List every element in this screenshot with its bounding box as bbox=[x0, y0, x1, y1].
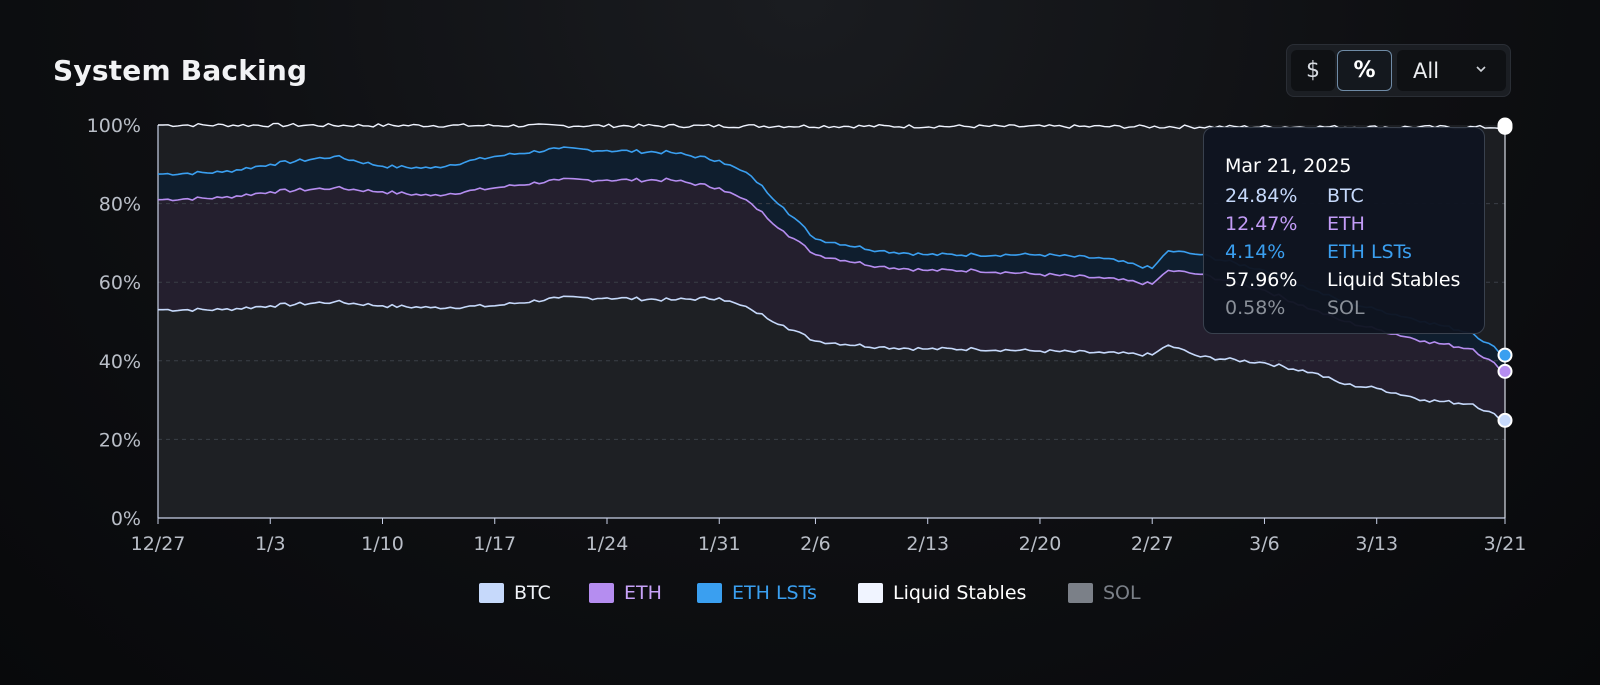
x-tick-label: 3/6 bbox=[1249, 533, 1280, 555]
tooltip-date: Mar 21, 2025 bbox=[1225, 155, 1352, 177]
legend-item-eth[interactable]: ETH bbox=[589, 580, 662, 606]
highlight-dot-btc bbox=[1497, 412, 1513, 428]
area-eth bbox=[158, 178, 1505, 421]
area-btc bbox=[158, 296, 1505, 518]
tooltip-series-name: ETH bbox=[1327, 213, 1365, 235]
legend-item-eth-lsts[interactable]: ETH LSTs bbox=[697, 580, 817, 606]
tooltip-value: 0.58% bbox=[1225, 297, 1286, 319]
tooltip-row: 4.14% ETH LSTs bbox=[1225, 241, 1485, 267]
x-tick-label: 2/6 bbox=[800, 533, 831, 555]
tooltip-value: 4.14% bbox=[1225, 241, 1286, 263]
x-tick-label: 2/20 bbox=[1019, 533, 1062, 555]
legend-item-sol[interactable]: SOL bbox=[1068, 580, 1141, 606]
x-tick-label: 2/13 bbox=[906, 533, 949, 555]
line-btc bbox=[158, 295, 1506, 422]
hover-tooltip: Mar 21, 2025 24.84% BTC 12.47% ETH 4.14% ETH … bbox=[1203, 127, 1485, 334]
chart-title: System Backing bbox=[53, 54, 308, 87]
tooltip-series-name: BTC bbox=[1327, 185, 1364, 207]
y-tick-label: 40% bbox=[99, 351, 141, 373]
x-tick-label: 3/21 bbox=[1484, 533, 1527, 555]
x-tick-label: 12/27 bbox=[131, 533, 186, 555]
legend-label: ETH bbox=[624, 582, 662, 604]
legend-swatch bbox=[697, 583, 722, 603]
tooltip-row: 0.58% SOL bbox=[1225, 297, 1485, 323]
legend-label: Liquid Stables bbox=[893, 582, 1027, 604]
tooltip-value: 57.96% bbox=[1225, 269, 1298, 291]
chevron-down-icon bbox=[1476, 66, 1486, 73]
y-tick-label: 20% bbox=[99, 429, 141, 451]
y-tick-label: 100% bbox=[87, 115, 141, 137]
range-select[interactable]: All bbox=[1397, 50, 1506, 91]
legend-item-liquid-stables[interactable]: Liquid Stables bbox=[858, 580, 1026, 606]
tooltip-row: 12.47% ETH bbox=[1225, 213, 1485, 239]
y-tick-label: 80% bbox=[99, 194, 141, 216]
chart-legend: BTC ETH ETH LSTs Liquid Stables SOL bbox=[0, 580, 1600, 606]
tooltip-value: 12.47% bbox=[1225, 213, 1298, 235]
legend-label: BTC bbox=[514, 582, 551, 604]
y-tick-label: 0% bbox=[111, 508, 141, 530]
legend-swatch bbox=[858, 583, 883, 603]
legend-swatch bbox=[1068, 583, 1093, 603]
x-tick-label: 1/17 bbox=[473, 533, 516, 555]
area-eth-lsts bbox=[158, 147, 1505, 372]
legend-item-btc[interactable]: BTC bbox=[479, 580, 551, 606]
x-tick-label: 3/13 bbox=[1355, 533, 1398, 555]
x-tick-label: 1/31 bbox=[698, 533, 741, 555]
legend-label: SOL bbox=[1103, 582, 1141, 604]
tooltip-series-name: ETH LSTs bbox=[1327, 241, 1412, 263]
y-tick-label: 60% bbox=[99, 272, 141, 294]
highlight-dot-liquid-stables bbox=[1497, 119, 1513, 135]
tooltip-series-name: Liquid Stables bbox=[1327, 269, 1461, 291]
range-select-value: All bbox=[1413, 58, 1440, 83]
percent-mode-button[interactable]: % bbox=[1337, 50, 1392, 91]
chart-controls: $ % All bbox=[1286, 44, 1511, 97]
x-tick-label: 1/3 bbox=[255, 533, 286, 555]
x-tick-label: 1/24 bbox=[586, 533, 629, 555]
x-tick-label: 1/10 bbox=[361, 533, 404, 555]
legend-swatch bbox=[479, 583, 504, 603]
tooltip-row: 24.84% BTC bbox=[1225, 185, 1485, 211]
x-tick-label: 2/27 bbox=[1131, 533, 1174, 555]
tooltip-value: 24.84% bbox=[1225, 185, 1298, 207]
highlight-dot-eth-lsts bbox=[1497, 347, 1513, 363]
tooltip-series-name: SOL bbox=[1327, 297, 1365, 319]
legend-label: ETH LSTs bbox=[732, 582, 817, 604]
legend-swatch bbox=[589, 583, 614, 603]
dollar-mode-button[interactable]: $ bbox=[1291, 50, 1335, 91]
highlight-dot-eth bbox=[1497, 363, 1513, 379]
tooltip-row: 57.96% Liquid Stables bbox=[1225, 269, 1485, 295]
